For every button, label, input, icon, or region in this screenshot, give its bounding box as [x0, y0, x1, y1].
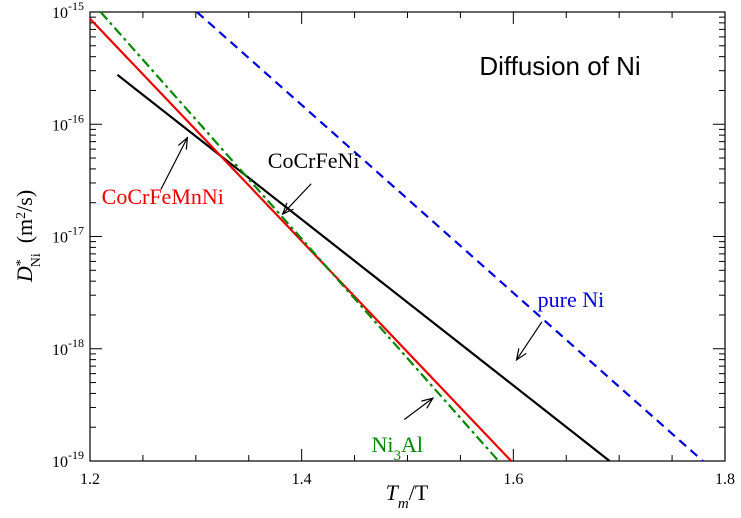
y-axis-title: D*Ni (m2/s): [12, 190, 44, 283]
ann-pure-ni-arrow-head: [515, 348, 527, 362]
y-axis-title-units-end: /s): [12, 190, 37, 212]
x-axis-title-main: T: [386, 480, 400, 505]
x-axis-title: Tm/T: [386, 480, 429, 512]
x-tick-label: 1.6: [503, 471, 523, 488]
ann-cocrfemnni-label: CoCrFeMnNi: [102, 184, 224, 209]
ann-cocrfeni-label: CoCrFeNi: [268, 148, 360, 173]
y-tick-label: 10-15: [52, 0, 84, 22]
ann-cocrfemnni-arrow-line: [160, 137, 188, 190]
y-tick-label: 10-16: [52, 111, 84, 134]
series-line-cocrfeni: [116, 74, 611, 462]
y-axis-title-sup: *: [14, 259, 29, 266]
x-axis-title-sub: m: [398, 496, 409, 512]
y-tick-label: 10-18: [52, 336, 84, 359]
y-axis-title-units-sup: 2: [14, 212, 29, 219]
series-line-pure-ni: [196, 11, 704, 462]
x-tick-label: 1.8: [715, 471, 735, 488]
x-axis-title-rest: /T: [409, 480, 429, 505]
ann-pure-ni-label: pure Ni: [538, 287, 605, 312]
y-axis-title-main: D: [12, 266, 37, 283]
axis-ticks: [89, 11, 726, 462]
series-line-ni3al: [99, 11, 500, 462]
ann-cocrfeni-arrow-line: [282, 183, 312, 215]
data-series: [89, 11, 704, 462]
y-axis-title-units: (m: [12, 219, 37, 243]
ann-ni3al-label: Ni3Al: [372, 432, 424, 464]
y-tick-label: 10-17: [52, 224, 84, 247]
ann-ni3al-arrow-line: [403, 397, 434, 420]
series-annotations: pure Ni CoCrFeNi CoCrFeMnNi Ni3Al: [102, 136, 605, 464]
x-tick-label: 1.2: [80, 471, 100, 488]
ann-pure-ni-arrow-line: [516, 321, 543, 361]
y-axis-title-sub: Ni: [29, 253, 44, 267]
y-tick-label: 10-19: [52, 448, 84, 471]
tick-labels: 1.2 1.4 1.6 1.8 10-15 10-16 10-17 10-18 10-19: [52, 0, 735, 488]
chart-title: Diffusion of Ni: [479, 51, 640, 81]
ann-cocrfemnni-arrow-head: [177, 136, 189, 150]
ann-cocrfeni-arrow-head: [281, 202, 294, 216]
x-tick-label: 1.4: [292, 471, 312, 488]
series-line-cocrfemnni: [89, 17, 512, 462]
ann-ni3al-arrow-head: [421, 397, 435, 409]
